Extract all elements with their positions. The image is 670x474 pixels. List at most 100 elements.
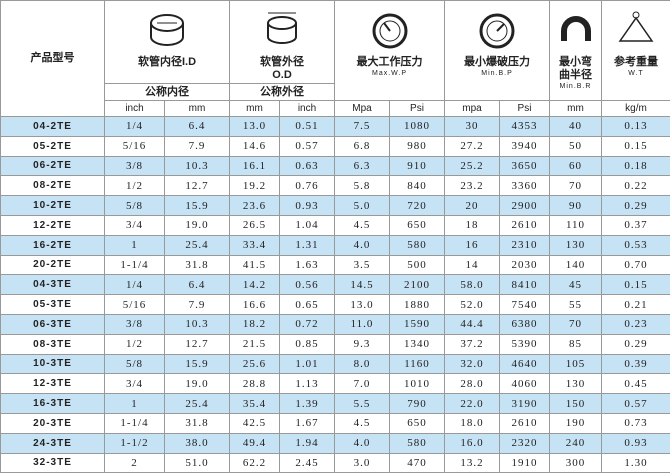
value-cell: 23.2 — [444, 175, 500, 197]
value-cell: 2 — [104, 452, 165, 474]
value-cell: 0.23 — [601, 313, 670, 335]
group-header: 参考重量 W.T — [601, 0, 670, 101]
value-cell: 1-1/4 — [104, 254, 165, 276]
value-cell: 51.0 — [164, 452, 230, 474]
value-cell: 27.2 — [444, 135, 500, 157]
value-cell: 0.93 — [601, 432, 670, 454]
value-cell: 12.7 — [164, 333, 230, 355]
table-row: 08-3TE 1/2 12.7 21.5 0.85 9.3 1340 37.2 5390 85 0.… — [0, 333, 670, 355]
value-cell: 21.5 — [229, 333, 280, 355]
product-cell: 20-3TE — [0, 412, 105, 434]
product-cell: 10-3TE — [0, 353, 105, 375]
value-cell: 130 — [549, 373, 602, 395]
value-cell: 5/8 — [104, 195, 165, 216]
value-cell: 7.9 — [164, 294, 230, 315]
value-cell: 0.57 — [279, 135, 335, 157]
value-cell: 1.63 — [279, 254, 335, 276]
value-cell: 26.5 — [229, 214, 280, 236]
value-cell: 6380 — [499, 313, 550, 335]
value-cell: 0.53 — [601, 234, 670, 256]
value-cell: 5.0 — [334, 195, 390, 216]
unit-header: kg/m — [601, 100, 670, 117]
product-cell: 04-3TE — [0, 274, 105, 296]
value-cell: 0.13 — [601, 116, 670, 137]
value-cell: 650 — [389, 214, 445, 236]
value-cell: 22.0 — [444, 393, 500, 414]
group-title: 软管内径I.D — [137, 56, 197, 68]
value-cell: 0.29 — [601, 195, 670, 216]
value-cell: 1/2 — [104, 333, 165, 355]
value-cell: 2610 — [499, 412, 550, 434]
value-cell: 5390 — [499, 333, 550, 355]
table-row: 10-2TE 5/8 15.9 23.6 0.93 5.0 720 20 2900 90 0.29 — [0, 195, 670, 216]
group-subtitle: W.T — [628, 70, 644, 77]
value-cell: 4.0 — [334, 432, 390, 454]
value-cell: 500 — [389, 254, 445, 276]
unit-header: Psi — [499, 100, 550, 117]
value-cell: 0.56 — [279, 274, 335, 296]
value-cell: 6.8 — [334, 135, 390, 157]
value-cell: 150 — [549, 393, 602, 414]
value-cell: 14.5 — [334, 274, 390, 296]
product-cell: 06-2TE — [0, 155, 105, 177]
value-cell: 2030 — [499, 254, 550, 276]
group-header: 最小弯曲半径 Min.B.R — [549, 0, 602, 101]
value-cell: 1.04 — [279, 214, 335, 236]
unit-header: mm — [549, 100, 602, 117]
value-cell: 1 — [104, 393, 165, 414]
table-row: 32-3TE 2 51.0 62.2 2.45 3.0 470 13.2 1910 300 1.30 — [0, 452, 670, 474]
value-cell: 62.2 — [229, 452, 280, 474]
product-cell: 04-2TE — [0, 116, 105, 137]
group-title: 最大工作压力 — [356, 56, 423, 68]
value-cell: 2610 — [499, 214, 550, 236]
unit-header: mm — [229, 100, 280, 117]
value-cell: 7540 — [499, 294, 550, 315]
value-cell: 650 — [389, 412, 445, 434]
value-cell: 2900 — [499, 195, 550, 216]
value-cell: 3/8 — [104, 155, 165, 177]
value-cell: 1010 — [389, 373, 445, 395]
value-cell: 55 — [549, 294, 602, 315]
value-cell: 4.0 — [334, 234, 390, 256]
value-cell: 0.22 — [601, 175, 670, 197]
value-cell: 25.4 — [164, 393, 230, 414]
table-row: 12-2TE 3/4 19.0 26.5 1.04 4.5 650 18 2610 110 0.37 — [0, 214, 670, 236]
product-cell: 08-3TE — [0, 333, 105, 355]
group-subtitle: O.D — [272, 69, 292, 81]
value-cell: 130 — [549, 234, 602, 256]
group-subtitle: Min.B.P — [481, 70, 513, 77]
value-cell: 3.5 — [334, 254, 390, 276]
group-title: 最小爆破压力 — [464, 56, 530, 68]
value-cell: 580 — [389, 234, 445, 256]
value-cell: 41.5 — [229, 254, 280, 276]
unit-header: inch — [104, 100, 165, 117]
value-cell: 0.37 — [601, 214, 670, 236]
icon — [618, 11, 654, 42]
value-cell: 0.65 — [279, 294, 335, 315]
product-cell: 10-2TE — [0, 195, 105, 216]
value-cell: 2100 — [389, 274, 445, 296]
value-cell: 1340 — [389, 333, 445, 355]
value-cell: 14.2 — [229, 274, 280, 296]
value-cell: 40 — [549, 116, 602, 137]
value-cell: 19.0 — [164, 373, 230, 395]
group-title: 参考重量 — [614, 56, 658, 68]
value-cell: 1.30 — [601, 452, 670, 474]
value-cell: 3/4 — [104, 214, 165, 236]
unit-header: mpa — [444, 100, 500, 117]
value-cell: 33.4 — [229, 234, 280, 256]
value-cell: 44.4 — [444, 313, 500, 335]
value-cell: 25.4 — [164, 234, 230, 256]
value-cell: 3940 — [499, 135, 550, 157]
group-header: 最小爆破压力 Min.B.P — [444, 0, 550, 101]
value-cell: 240 — [549, 432, 602, 454]
icon — [150, 14, 184, 46]
value-cell: 25.2 — [444, 155, 500, 177]
value-cell: 18 — [444, 214, 500, 236]
value-cell: 12.7 — [164, 175, 230, 197]
table-row: 12-3TE 3/4 19.0 28.8 1.13 7.0 1010 28.0 4060 130 0… — [0, 373, 670, 395]
value-cell: 110 — [549, 214, 602, 236]
value-cell: 470 — [389, 452, 445, 474]
unit-row: inch mm mm inch Mpa Psi mpa Psi mm kg/m — [1, 100, 670, 117]
value-cell: 14.6 — [229, 135, 280, 157]
